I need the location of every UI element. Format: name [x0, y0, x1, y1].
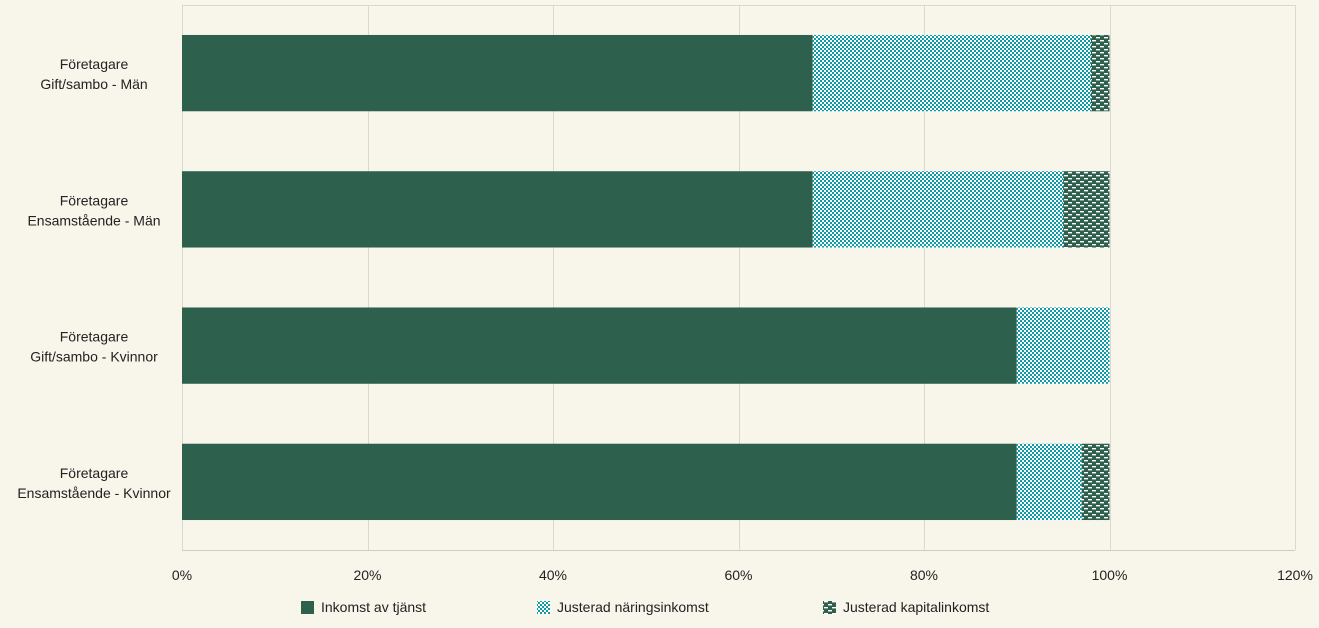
- bar-3-series-0: [182, 443, 1017, 521]
- category-labels: Företagare Gift/sambo - Män Företagare Ensa…: [17, 56, 171, 501]
- bar-1-series-1: [812, 171, 1064, 248]
- x-axis-tick-labels: 0% 20% 40% 60% 80% 100% 120%: [172, 567, 1313, 583]
- x-tick-label-6: 120%: [1277, 567, 1313, 583]
- x-tick-label-4: 80%: [910, 567, 938, 583]
- x-tick-label-0: 0%: [172, 567, 192, 583]
- bar-3-series-1: [1016, 443, 1082, 521]
- legend-label-2: Justerad kapitalinkomst: [843, 599, 989, 615]
- category-label-2-line-1: Gift/sambo - Kvinnor: [30, 349, 158, 365]
- legend-swatch-2: [823, 601, 836, 614]
- bar-1-series-2: [1063, 171, 1110, 248]
- legend-label-1: Justerad näringsinkomst: [557, 599, 709, 615]
- category-label-2: Företagare Gift/sambo - Kvinnor: [30, 329, 158, 365]
- category-label-2-line-0: Företagare: [60, 329, 129, 345]
- x-tick-label-5: 100%: [1092, 567, 1128, 583]
- bar-2-series-1: [1016, 307, 1110, 384]
- bar-1-series-0: [182, 171, 813, 248]
- category-label-1-line-0: Företagare: [60, 192, 129, 208]
- category-label-1-line-1: Ensamstående - Män: [27, 212, 160, 228]
- bar-0-series-0: [182, 34, 813, 112]
- plot-area: 0% 20% 40% 60% 80% 100% 120% Företagare Gift/sa…: [17, 5, 1313, 583]
- category-label-3-line-0: Företagare: [60, 465, 129, 481]
- x-tick-label-1: 20%: [353, 567, 381, 583]
- legend-swatch-1: [537, 601, 550, 614]
- category-label-3: Företagare Ensamstående - Kvinnor: [17, 465, 171, 501]
- category-label-3-line-1: Ensamstående - Kvinnor: [17, 485, 171, 501]
- x-tick-label-2: 40%: [539, 567, 567, 583]
- legend: Inkomst av tjänst Justerad näringsinkomst…: [301, 599, 989, 615]
- bar-0-series-1: [812, 34, 1091, 112]
- legend-swatch-0: [301, 601, 314, 614]
- legend-label-0: Inkomst av tjänst: [321, 599, 426, 615]
- category-label-0: Företagare Gift/sambo - Män: [40, 56, 147, 92]
- bar-0-series-2: [1090, 34, 1110, 112]
- category-label-0-line-1: Gift/sambo - Män: [40, 76, 147, 92]
- x-tick-label-3: 60%: [724, 567, 752, 583]
- bars: [182, 34, 1110, 521]
- category-label-0-line-0: Företagare: [60, 56, 129, 72]
- bar-2-series-0: [182, 307, 1017, 384]
- bar-3-series-2: [1081, 443, 1110, 521]
- category-label-1: Företagare Ensamstående - Män: [27, 192, 160, 228]
